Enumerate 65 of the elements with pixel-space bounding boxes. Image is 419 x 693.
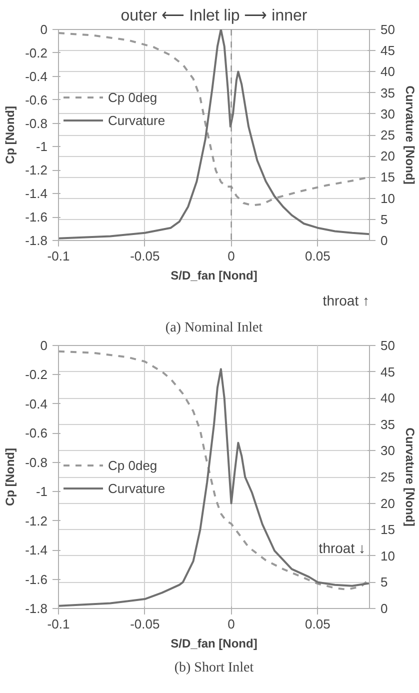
y2-tick-label: 35: [380, 416, 395, 432]
y-tick-label: -1.8: [25, 601, 48, 616]
legend-label: Curvature: [108, 112, 166, 128]
y2-tick-label: 15: [380, 170, 395, 185]
y-tick-label: -0.8: [25, 454, 48, 470]
text: throat ↑: [322, 292, 370, 308]
x-tick-label: -0.05: [130, 248, 160, 264]
y2-tick-label: 50: [380, 22, 395, 37]
y2-tick-label: 5: [380, 574, 388, 590]
y-tick-label: -1.6: [25, 572, 48, 587]
y-tick-label: 0: [40, 22, 48, 37]
y-tick-label: -1.2: [25, 513, 48, 528]
y2-tick-label: 5: [380, 212, 388, 227]
y2-tick-label: 40: [380, 390, 395, 406]
y2-tick-label: 20: [380, 496, 395, 511]
y-tick-label: 0: [40, 338, 48, 353]
annotation: throat ↓: [318, 540, 366, 556]
y-tick-label: -0.8: [25, 116, 48, 131]
y-tick-label: -0.4: [25, 396, 48, 412]
y-tick-label: -1.4: [25, 542, 48, 558]
y-axis-title: Cp [Nond]: [3, 448, 18, 506]
y2-tick-label: 30: [380, 443, 395, 458]
text: (b) Short Inlet: [174, 660, 254, 676]
y2-axis-title: Curvature [Nond]: [402, 86, 417, 184]
y-tick-label: -1: [36, 139, 48, 154]
y-tick-label: -1.8: [25, 233, 48, 248]
y-tick-label: -1.4: [25, 186, 48, 202]
y-tick-label: -0.6: [25, 426, 48, 441]
y2-tick-label: 15: [380, 522, 395, 538]
y2-tick-label: 20: [380, 148, 395, 164]
y2-tick-label: 0: [380, 233, 388, 248]
x-tick-label: -0.1: [47, 248, 70, 264]
x-axis-title: S/D_fan [Nond]: [170, 636, 258, 650]
x-tick-label: 0: [228, 248, 235, 264]
legend-label: Curvature: [108, 480, 166, 496]
y-axis-title: Cp [Nond]: [3, 106, 18, 164]
y-tick-label: -1: [36, 484, 48, 500]
x-tick-label: 0.05: [305, 248, 330, 264]
y2-tick-label: 50: [380, 338, 395, 353]
y2-tick-label: 0: [380, 601, 388, 616]
y2-axis-title: Curvature [Nond]: [402, 428, 417, 526]
x-axis-title: S/D_fan [Nond]: [170, 268, 258, 282]
x-tick-label: 0: [228, 616, 235, 632]
x-tick-label: 0.05: [305, 616, 330, 632]
y2-tick-label: 35: [380, 85, 395, 100]
y2-tick-label: 10: [380, 548, 395, 564]
y-tick-label: -1.6: [25, 210, 48, 225]
y2-tick-label: 25: [380, 128, 395, 142]
chart-title: outer ⟵ Inlet lip ⟶ inner: [120, 8, 308, 24]
y-tick-label: -0.2: [25, 367, 48, 382]
y2-tick-label: 25: [380, 470, 395, 484]
text: (a) Nominal Inlet: [165, 320, 263, 336]
y-tick-label: -1.2: [25, 162, 48, 178]
y-tick-label: -0.6: [25, 92, 48, 108]
y2-tick-label: 30: [380, 106, 395, 122]
y2-tick-label: 10: [380, 190, 395, 206]
x-tick-label: -0.1: [47, 616, 70, 632]
y-tick-label: -0.4: [25, 68, 48, 84]
x-tick-label: -0.05: [130, 616, 160, 632]
legend-label: Cp 0deg: [108, 90, 158, 104]
y2-tick-label: 45: [380, 364, 395, 380]
legend-label: Cp 0deg: [108, 458, 158, 472]
y-tick-label: -0.2: [25, 45, 48, 60]
y2-tick-label: 45: [380, 43, 395, 58]
y2-tick-label: 40: [380, 64, 395, 80]
